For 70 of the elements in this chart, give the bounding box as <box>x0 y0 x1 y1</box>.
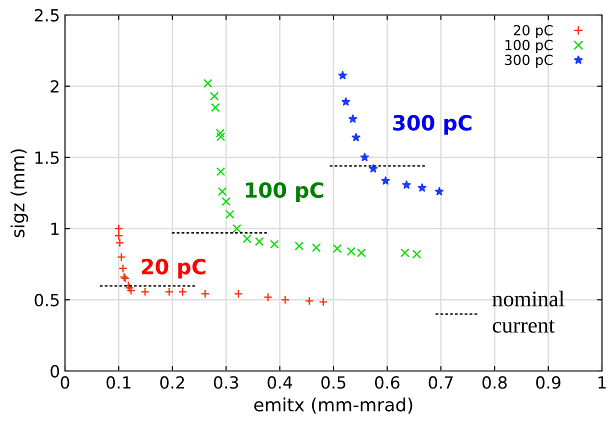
x-tick-label: 0.4 <box>268 376 292 389</box>
point <box>318 297 328 306</box>
point <box>352 132 360 142</box>
x-tick-label: 1 <box>598 376 606 389</box>
y-tick-label: 2.5 <box>34 8 59 22</box>
point <box>342 97 350 106</box>
point <box>242 234 252 244</box>
x-tick-label: 0.3 <box>214 376 238 389</box>
point <box>402 180 411 189</box>
point <box>418 183 426 192</box>
point <box>126 286 136 296</box>
point <box>225 210 234 219</box>
point <box>200 289 210 298</box>
annotation: 300 pC <box>393 114 472 135</box>
point <box>270 240 279 249</box>
point <box>164 287 174 296</box>
point <box>434 187 444 196</box>
point <box>114 231 124 240</box>
point <box>222 197 231 206</box>
point <box>118 264 128 273</box>
point <box>234 289 243 298</box>
point <box>263 292 272 302</box>
y-tick-label: 0.5 <box>34 294 59 306</box>
point <box>360 152 369 162</box>
point <box>140 287 150 296</box>
point <box>203 78 212 88</box>
x-tick-label: 0.9 <box>536 376 560 389</box>
legend-label: 300 pC <box>505 54 553 68</box>
point <box>115 238 124 248</box>
annotation: 20 pC <box>142 258 206 279</box>
x-tick-label: 0.6 <box>375 376 400 389</box>
annotation: 100 pC <box>246 182 324 202</box>
point <box>294 241 304 250</box>
point <box>254 237 264 246</box>
x-tick-label: 0.1 <box>106 376 130 389</box>
point <box>114 224 124 234</box>
point <box>400 248 410 258</box>
legend-label: 20 pC <box>514 24 553 38</box>
point <box>332 244 342 254</box>
point <box>338 71 347 80</box>
point <box>381 176 390 185</box>
legend-label: 100 pC <box>505 40 553 53</box>
y-tick-label: 1 <box>51 222 59 235</box>
point <box>412 250 422 259</box>
point <box>210 92 219 101</box>
point <box>232 224 242 234</box>
x-tick-label: 0.8 <box>482 376 507 389</box>
y-axis-title: sigz (mm) <box>10 149 28 238</box>
y-tick-label: 0 <box>50 364 60 378</box>
x-tick-label: 0.2 <box>160 376 184 389</box>
y-tick-label: 1.5 <box>35 152 59 164</box>
point <box>178 287 188 296</box>
x-tick-label: 0.7 <box>428 376 453 389</box>
point <box>210 103 220 112</box>
point <box>368 164 378 173</box>
point <box>312 243 321 252</box>
point <box>348 114 358 123</box>
point <box>218 187 227 196</box>
x-tick-label: 0.5 <box>321 376 346 389</box>
point <box>124 283 134 292</box>
point <box>304 296 314 306</box>
point <box>216 167 226 176</box>
point <box>216 128 225 138</box>
point <box>116 252 126 262</box>
y-tick-label: 2 <box>50 80 58 93</box>
point <box>280 295 290 304</box>
x-tick-label: 0 <box>60 376 70 389</box>
point <box>216 132 226 142</box>
x-axis-title: emitx (mm-mrad) <box>254 398 412 414</box>
annotation: nominal current <box>492 290 564 333</box>
